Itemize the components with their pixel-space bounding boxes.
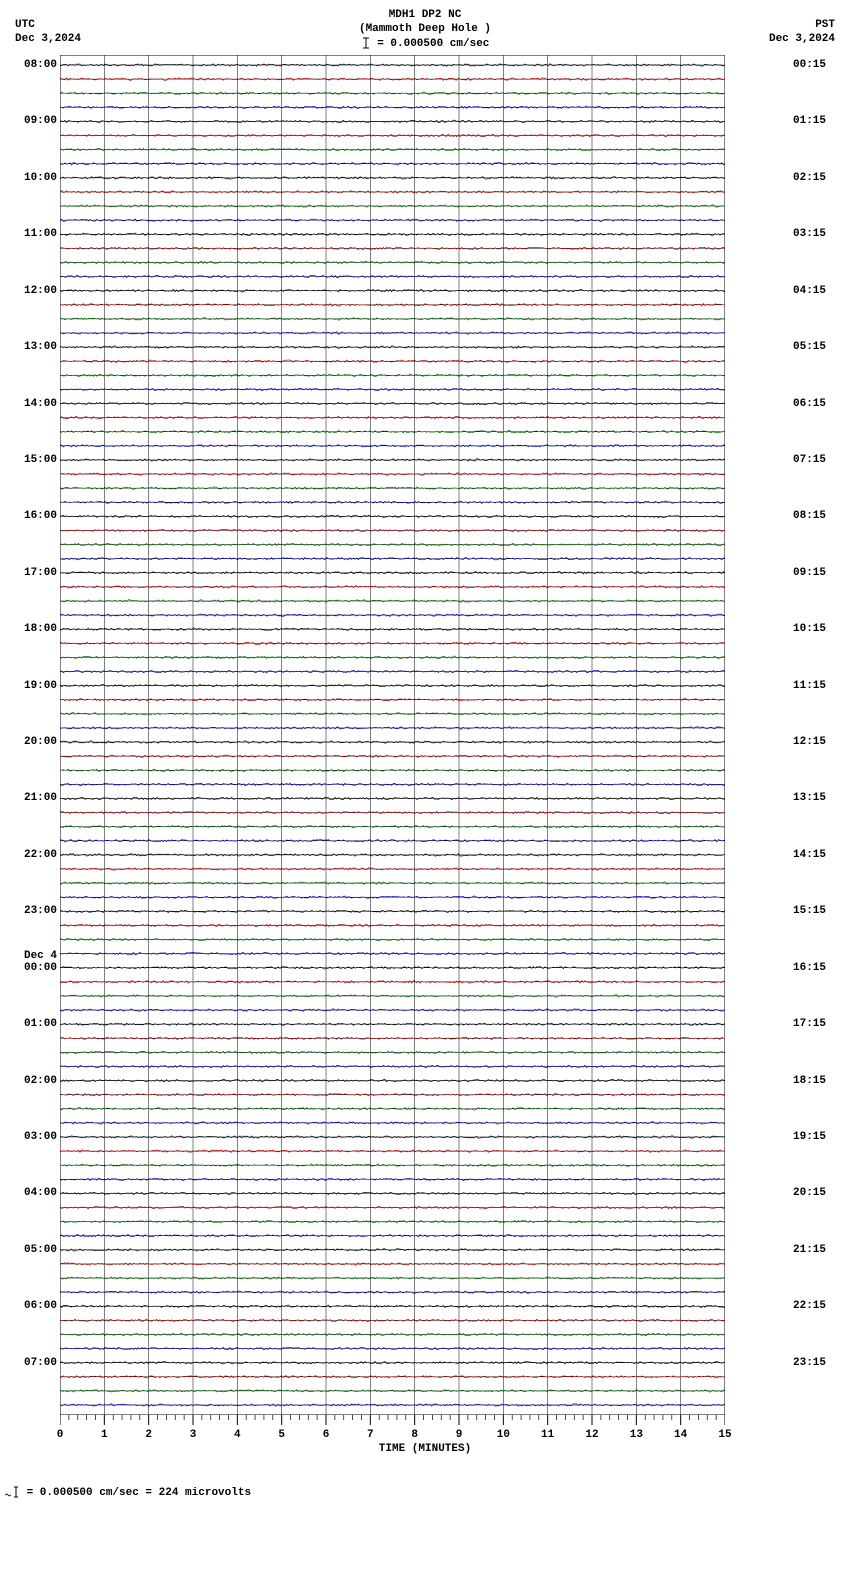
pst-time-label: 01:15 xyxy=(793,115,848,127)
utc-time-label: 21:00 xyxy=(2,792,57,804)
utc-time-label: 02:00 xyxy=(2,1075,57,1087)
x-axis-label: TIME (MINUTES) xyxy=(60,1443,790,1455)
pst-time-label: 07:15 xyxy=(793,454,848,466)
helicorder-svg xyxy=(60,55,725,1415)
header-center: MDH1 DP2 NC (Mammoth Deep Hole ) = 0.000… xyxy=(0,8,850,51)
pst-time-label: 14:15 xyxy=(793,849,848,861)
x-tick-label: 12 xyxy=(585,1429,598,1441)
utc-time-label: 11:00 xyxy=(2,228,57,240)
utc-time-label: 22:00 xyxy=(2,849,57,861)
x-tick-label: 4 xyxy=(234,1429,241,1441)
scale-bar-icon xyxy=(361,36,371,50)
scale-indicator: = 0.000500 cm/sec xyxy=(0,36,850,51)
pst-time-label: 23:15 xyxy=(793,1357,848,1369)
utc-time-label: 20:00 xyxy=(2,736,57,748)
pst-time-label: 20:15 xyxy=(793,1187,848,1199)
pst-time-label: 13:15 xyxy=(793,792,848,804)
utc-time-label: 01:00 xyxy=(2,1018,57,1030)
pst-time-label: 05:15 xyxy=(793,341,848,353)
pst-time-label: 10:15 xyxy=(793,623,848,635)
x-tick-label: 1 xyxy=(101,1429,108,1441)
utc-time-label: 16:00 xyxy=(2,510,57,522)
header-right: PST Dec 3,2024 xyxy=(769,18,835,46)
utc-time-label: 18:00 xyxy=(2,623,57,635)
x-tick-label: 5 xyxy=(278,1429,285,1441)
utc-time-label: 08:00 xyxy=(2,59,57,71)
utc-time-label: 15:00 xyxy=(2,454,57,466)
x-axis-ticks xyxy=(60,1415,725,1430)
pst-time-label: 15:15 xyxy=(793,905,848,917)
utc-time-label: 05:00 xyxy=(2,1244,57,1256)
utc-time-label: 06:00 xyxy=(2,1300,57,1312)
helicorder-plot: 08:0009:0010:0011:0012:0013:0014:0015:00… xyxy=(60,55,790,1415)
scale-text: = 0.000500 cm/sec xyxy=(377,38,489,50)
pst-time-label: 00:15 xyxy=(793,59,848,71)
utc-time-label: 19:00 xyxy=(2,680,57,692)
x-tick-label: 9 xyxy=(456,1429,463,1441)
footer-scale-icon xyxy=(4,1485,20,1499)
x-tick-label: 2 xyxy=(145,1429,152,1441)
x-tick-label: 11 xyxy=(541,1429,554,1441)
utc-time-label: 17:00 xyxy=(2,567,57,579)
footer: = 0.000500 cm/sec = 224 microvolts xyxy=(4,1485,850,1499)
x-tick-label: 6 xyxy=(323,1429,330,1441)
pst-time-label: 06:15 xyxy=(793,398,848,410)
pst-time-label: 19:15 xyxy=(793,1131,848,1143)
header: UTC Dec 3,2024 MDH1 DP2 NC (Mammoth Deep… xyxy=(0,0,850,55)
footer-text: = 0.000500 cm/sec = 224 microvolts xyxy=(27,1487,251,1499)
x-tick-label: 0 xyxy=(57,1429,64,1441)
utc-time-label: 00:00 xyxy=(2,962,57,974)
x-tick-label: 8 xyxy=(411,1429,418,1441)
utc-day-label: Dec 4 xyxy=(2,950,57,962)
utc-time-label: 10:00 xyxy=(2,172,57,184)
pst-time-label: 17:15 xyxy=(793,1018,848,1030)
utc-time-label: 13:00 xyxy=(2,341,57,353)
pst-time-label: 04:15 xyxy=(793,285,848,297)
x-tick-label: 15 xyxy=(718,1429,731,1441)
x-tick-label: 3 xyxy=(190,1429,197,1441)
pst-time-label: 09:15 xyxy=(793,567,848,579)
pst-date: Dec 3,2024 xyxy=(769,32,835,46)
pst-time-label: 02:15 xyxy=(793,172,848,184)
utc-time-label: 09:00 xyxy=(2,115,57,127)
pst-time-label: 11:15 xyxy=(793,680,848,692)
utc-time-label: 03:00 xyxy=(2,1131,57,1143)
x-tick-label: 10 xyxy=(497,1429,510,1441)
pst-time-label: 22:15 xyxy=(793,1300,848,1312)
utc-time-label: 14:00 xyxy=(2,398,57,410)
x-tick-label: 14 xyxy=(674,1429,687,1441)
x-tick-label: 13 xyxy=(630,1429,643,1441)
utc-time-label: 12:00 xyxy=(2,285,57,297)
station-title: MDH1 DP2 NC xyxy=(0,8,850,22)
pst-time-label: 21:15 xyxy=(793,1244,848,1256)
utc-time-label: 23:00 xyxy=(2,905,57,917)
pst-time-label: 16:15 xyxy=(793,962,848,974)
utc-time-label: 07:00 xyxy=(2,1357,57,1369)
x-axis: TIME (MINUTES) 0123456789101112131415 xyxy=(60,1415,790,1465)
pst-time-label: 12:15 xyxy=(793,736,848,748)
pst-time-label: 03:15 xyxy=(793,228,848,240)
pst-time-label: 18:15 xyxy=(793,1075,848,1087)
pst-label: PST xyxy=(769,18,835,32)
station-subtitle: (Mammoth Deep Hole ) xyxy=(0,22,850,36)
pst-time-label: 08:15 xyxy=(793,510,848,522)
x-tick-label: 7 xyxy=(367,1429,374,1441)
utc-time-label: 04:00 xyxy=(2,1187,57,1199)
